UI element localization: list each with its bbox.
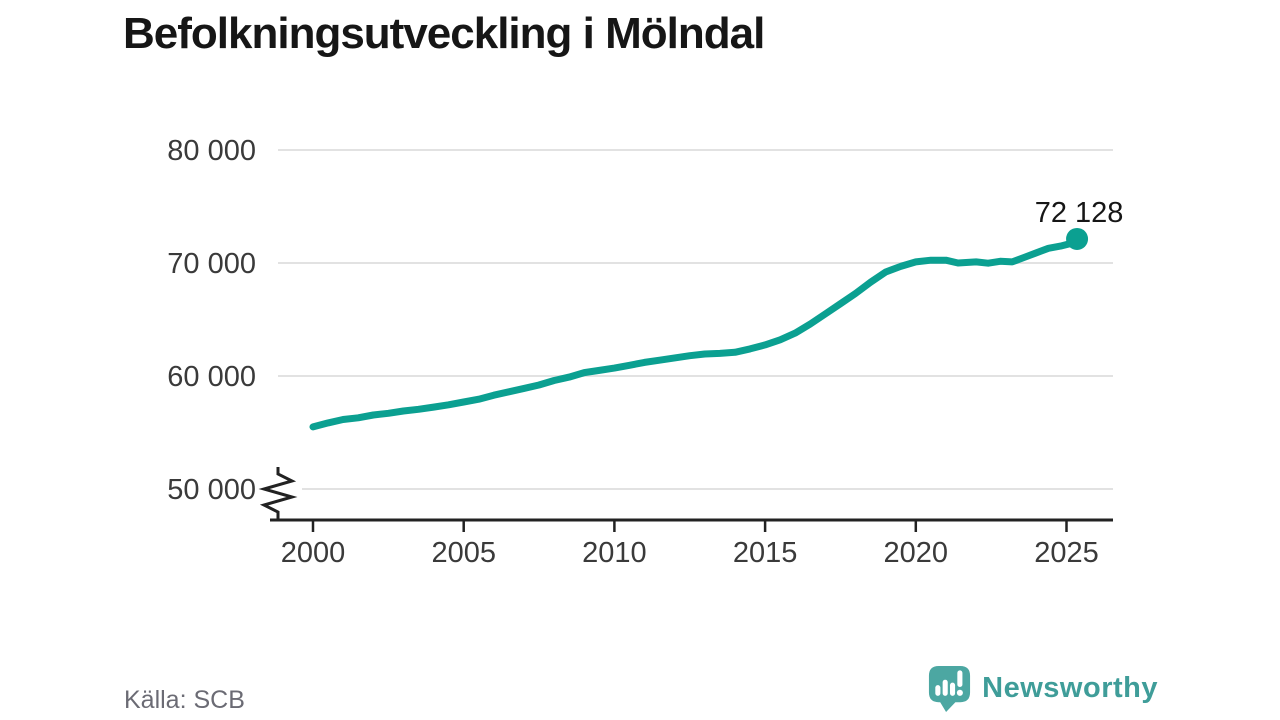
newsworthy-badge-icon [929, 665, 971, 712]
badge-bar-chart-icon [935, 670, 964, 696]
chart-title: Befolkningsutveckling i Mölndal [123, 9, 765, 58]
badge-exclamation-dot [957, 689, 964, 696]
x-axis-tick-label: 2010 [582, 537, 647, 569]
x-axis-tick-label: 2000 [281, 537, 346, 569]
y-axis-tick-label: 70 000 [167, 248, 256, 280]
y-axis-tick-label: 60 000 [167, 361, 256, 393]
y-axis-break-icon [258, 467, 298, 520]
y-axis-tick-label: 50 000 [167, 474, 256, 506]
end-point-dot [1066, 227, 1089, 250]
x-axis-tick-label: 2025 [1034, 537, 1099, 569]
x-axis-tick-label: 2005 [431, 537, 496, 569]
y-axis-tick-label: 80 000 [167, 135, 256, 167]
badge-exclamation-bar [957, 670, 963, 688]
end-value-label: 72 128 [1035, 197, 1124, 229]
newsworthy-logo: Newsworthy [926, 664, 1158, 713]
x-axis-tick-label: 2015 [733, 537, 798, 569]
badge-bubble-shape [929, 665, 971, 712]
newsworthy-wordmark: Newsworthy [982, 672, 1158, 704]
source-label: Källa: SCB [124, 686, 245, 714]
x-axis-tick-label: 2020 [884, 537, 949, 569]
population-line [309, 235, 1081, 431]
